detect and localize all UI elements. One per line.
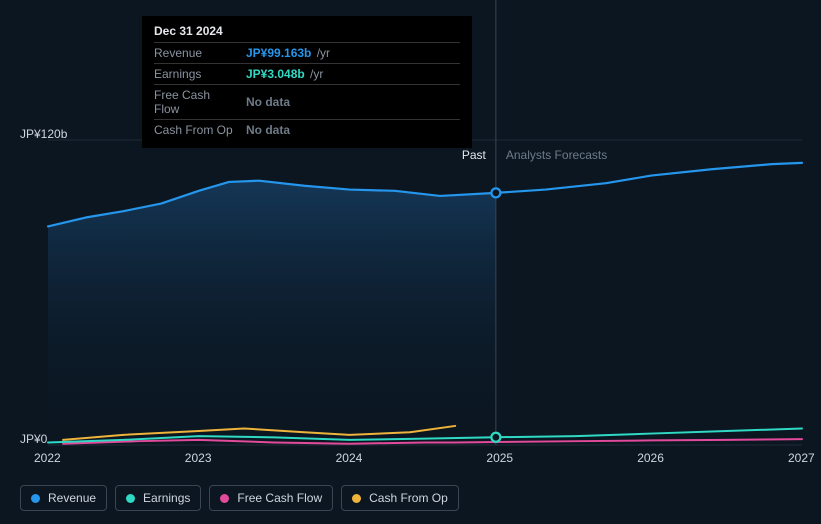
tooltip-row: RevenueJP¥99.163b /yr bbox=[154, 43, 460, 64]
x-tick-label: 2022 bbox=[34, 451, 61, 465]
tooltip-row-label: Revenue bbox=[154, 43, 246, 64]
legend-item-revenue[interactable]: Revenue bbox=[20, 485, 107, 511]
x-tick-label: 2024 bbox=[336, 451, 363, 465]
tooltip-date: Dec 31 2024 bbox=[154, 24, 460, 42]
section-label-forecast: Analysts Forecasts bbox=[506, 148, 607, 162]
tooltip-row-value: No data bbox=[246, 85, 460, 120]
tooltip-row-label: Cash From Op bbox=[154, 120, 246, 141]
legend-item-free-cash-flow[interactable]: Free Cash Flow bbox=[209, 485, 333, 511]
tooltip-row: EarningsJP¥3.048b /yr bbox=[154, 64, 460, 85]
legend-label: Cash From Op bbox=[369, 491, 448, 505]
section-label-past: Past bbox=[462, 148, 486, 162]
x-tick-label: 2023 bbox=[185, 451, 212, 465]
tooltip-row-label: Earnings bbox=[154, 64, 246, 85]
tooltip-row-value: JP¥3.048b /yr bbox=[246, 64, 460, 85]
tooltip-row-value: JP¥99.163b /yr bbox=[246, 43, 460, 64]
chart-legend: Revenue Earnings Free Cash Flow Cash From O… bbox=[20, 485, 459, 511]
tooltip-row-value: No data bbox=[246, 120, 460, 141]
tooltip-table: RevenueJP¥99.163b /yrEarningsJP¥3.048b /… bbox=[154, 42, 460, 140]
financial-forecast-chart: JP¥0 JP¥120b 2022 2023 2024 2025 2026 2027 Pas… bbox=[0, 0, 821, 524]
tooltip-row: Cash From OpNo data bbox=[154, 120, 460, 141]
legend-swatch bbox=[352, 494, 361, 503]
x-tick-label: 2027 bbox=[788, 451, 815, 465]
x-tick-label: 2026 bbox=[637, 451, 664, 465]
legend-swatch bbox=[126, 494, 135, 503]
legend-swatch bbox=[220, 494, 229, 503]
tooltip-row: Free Cash FlowNo data bbox=[154, 85, 460, 120]
legend-label: Free Cash Flow bbox=[237, 491, 322, 505]
tooltip-row-label: Free Cash Flow bbox=[154, 85, 246, 120]
y-tick-label: JP¥120b bbox=[20, 127, 67, 141]
legend-swatch bbox=[31, 494, 40, 503]
legend-label: Earnings bbox=[143, 491, 190, 505]
x-tick-label: 2025 bbox=[486, 451, 513, 465]
legend-item-earnings[interactable]: Earnings bbox=[115, 485, 201, 511]
legend-item-cash-from-op[interactable]: Cash From Op bbox=[341, 485, 459, 511]
y-tick-label: JP¥0 bbox=[20, 432, 47, 446]
legend-label: Revenue bbox=[48, 491, 96, 505]
hover-tooltip: Dec 31 2024 RevenueJP¥99.163b /yrEarning… bbox=[142, 16, 472, 148]
